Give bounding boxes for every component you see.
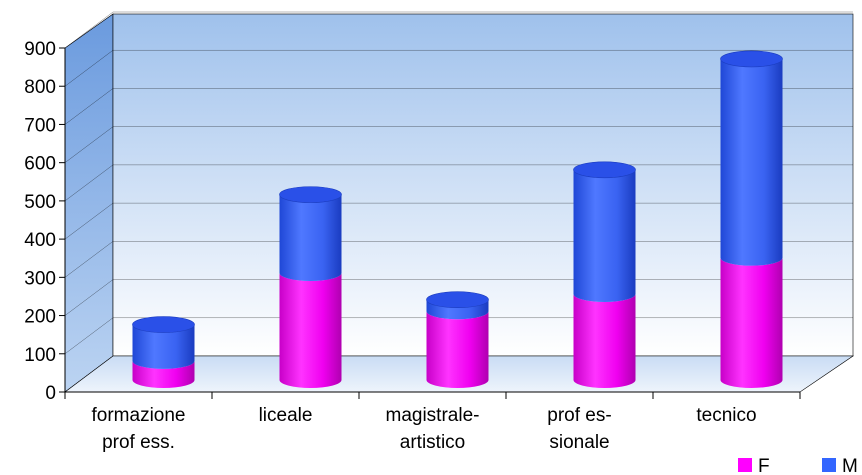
bar-group xyxy=(132,316,195,388)
bar-group xyxy=(279,186,342,388)
bar-segment-f xyxy=(573,294,636,388)
gridline-side xyxy=(64,50,114,87)
legend-label-m: M xyxy=(842,456,858,475)
bar-top xyxy=(279,186,342,203)
y-axis: 0 100 200 300 400 500 600 700 800 900 xyxy=(24,39,66,404)
category-label-line: sionale xyxy=(549,432,609,453)
bar-top xyxy=(426,291,489,309)
bar-segment-f xyxy=(279,272,342,388)
bar-segment-m xyxy=(132,324,195,369)
gridline-side xyxy=(64,241,114,278)
bar-segment-f xyxy=(720,257,783,388)
category-label-line: magistrale- xyxy=(386,405,480,426)
side-wall xyxy=(64,13,114,393)
gridline-side xyxy=(64,126,114,163)
gridline-side xyxy=(64,164,114,202)
y-tick-label: 900 xyxy=(24,39,56,60)
category-label: formazione prof ess. xyxy=(92,405,186,453)
bar-segment-f xyxy=(132,360,195,388)
gridline-side xyxy=(64,317,114,354)
y-tick-label: 400 xyxy=(24,230,56,251)
bar-segment-m xyxy=(573,169,636,302)
bar-top xyxy=(720,50,783,68)
legend-swatch-m xyxy=(822,458,836,472)
gridline-side xyxy=(64,11,114,49)
y-tick-label: 700 xyxy=(24,115,56,136)
category-label-line: tecnico xyxy=(696,405,756,426)
y-tick-label: 100 xyxy=(24,345,56,366)
category-label-line: artistico xyxy=(400,432,465,453)
bar-group xyxy=(426,291,489,388)
gridline-side xyxy=(64,88,114,125)
y-tick-label: 500 xyxy=(24,192,56,213)
category-label-line: formazione xyxy=(92,405,186,426)
x-axis xyxy=(64,391,801,399)
bar-top xyxy=(573,161,636,179)
bar-segment-m xyxy=(279,194,342,281)
y-tick-label: 600 xyxy=(24,154,56,175)
bar-top xyxy=(132,316,195,333)
category-label: magistrale-artistico xyxy=(386,405,480,453)
bars xyxy=(132,50,783,388)
category-label: liceale xyxy=(259,405,313,426)
bar-segment-m xyxy=(720,58,783,266)
category-label-line: liceale xyxy=(259,405,313,426)
legend-swatch-f xyxy=(738,458,752,472)
category-label-line: prof ess. xyxy=(102,432,175,453)
bar-segment-m xyxy=(426,299,489,320)
category-label: prof es-sionale xyxy=(547,405,611,453)
y-tick-label: 300 xyxy=(24,268,56,289)
category-label-line: prof es- xyxy=(547,405,611,426)
y-tick-label: 200 xyxy=(24,307,56,328)
legend: F M xyxy=(738,456,858,475)
category-label: tecnico xyxy=(696,405,756,426)
bar-group xyxy=(573,161,636,388)
legend-item-m: M xyxy=(822,456,858,475)
legend-label-f: F xyxy=(758,456,770,475)
y-tick-label: 800 xyxy=(24,77,56,98)
legend-item-f: F xyxy=(738,456,770,475)
y-tick-label: 0 xyxy=(45,383,56,404)
gridline-side xyxy=(64,279,114,316)
gridline-side xyxy=(64,202,114,240)
category-labels: formazione prof ess. liceale magistrale-art… xyxy=(92,405,757,453)
bar-group xyxy=(720,50,783,388)
bar-segment-f xyxy=(426,311,489,388)
